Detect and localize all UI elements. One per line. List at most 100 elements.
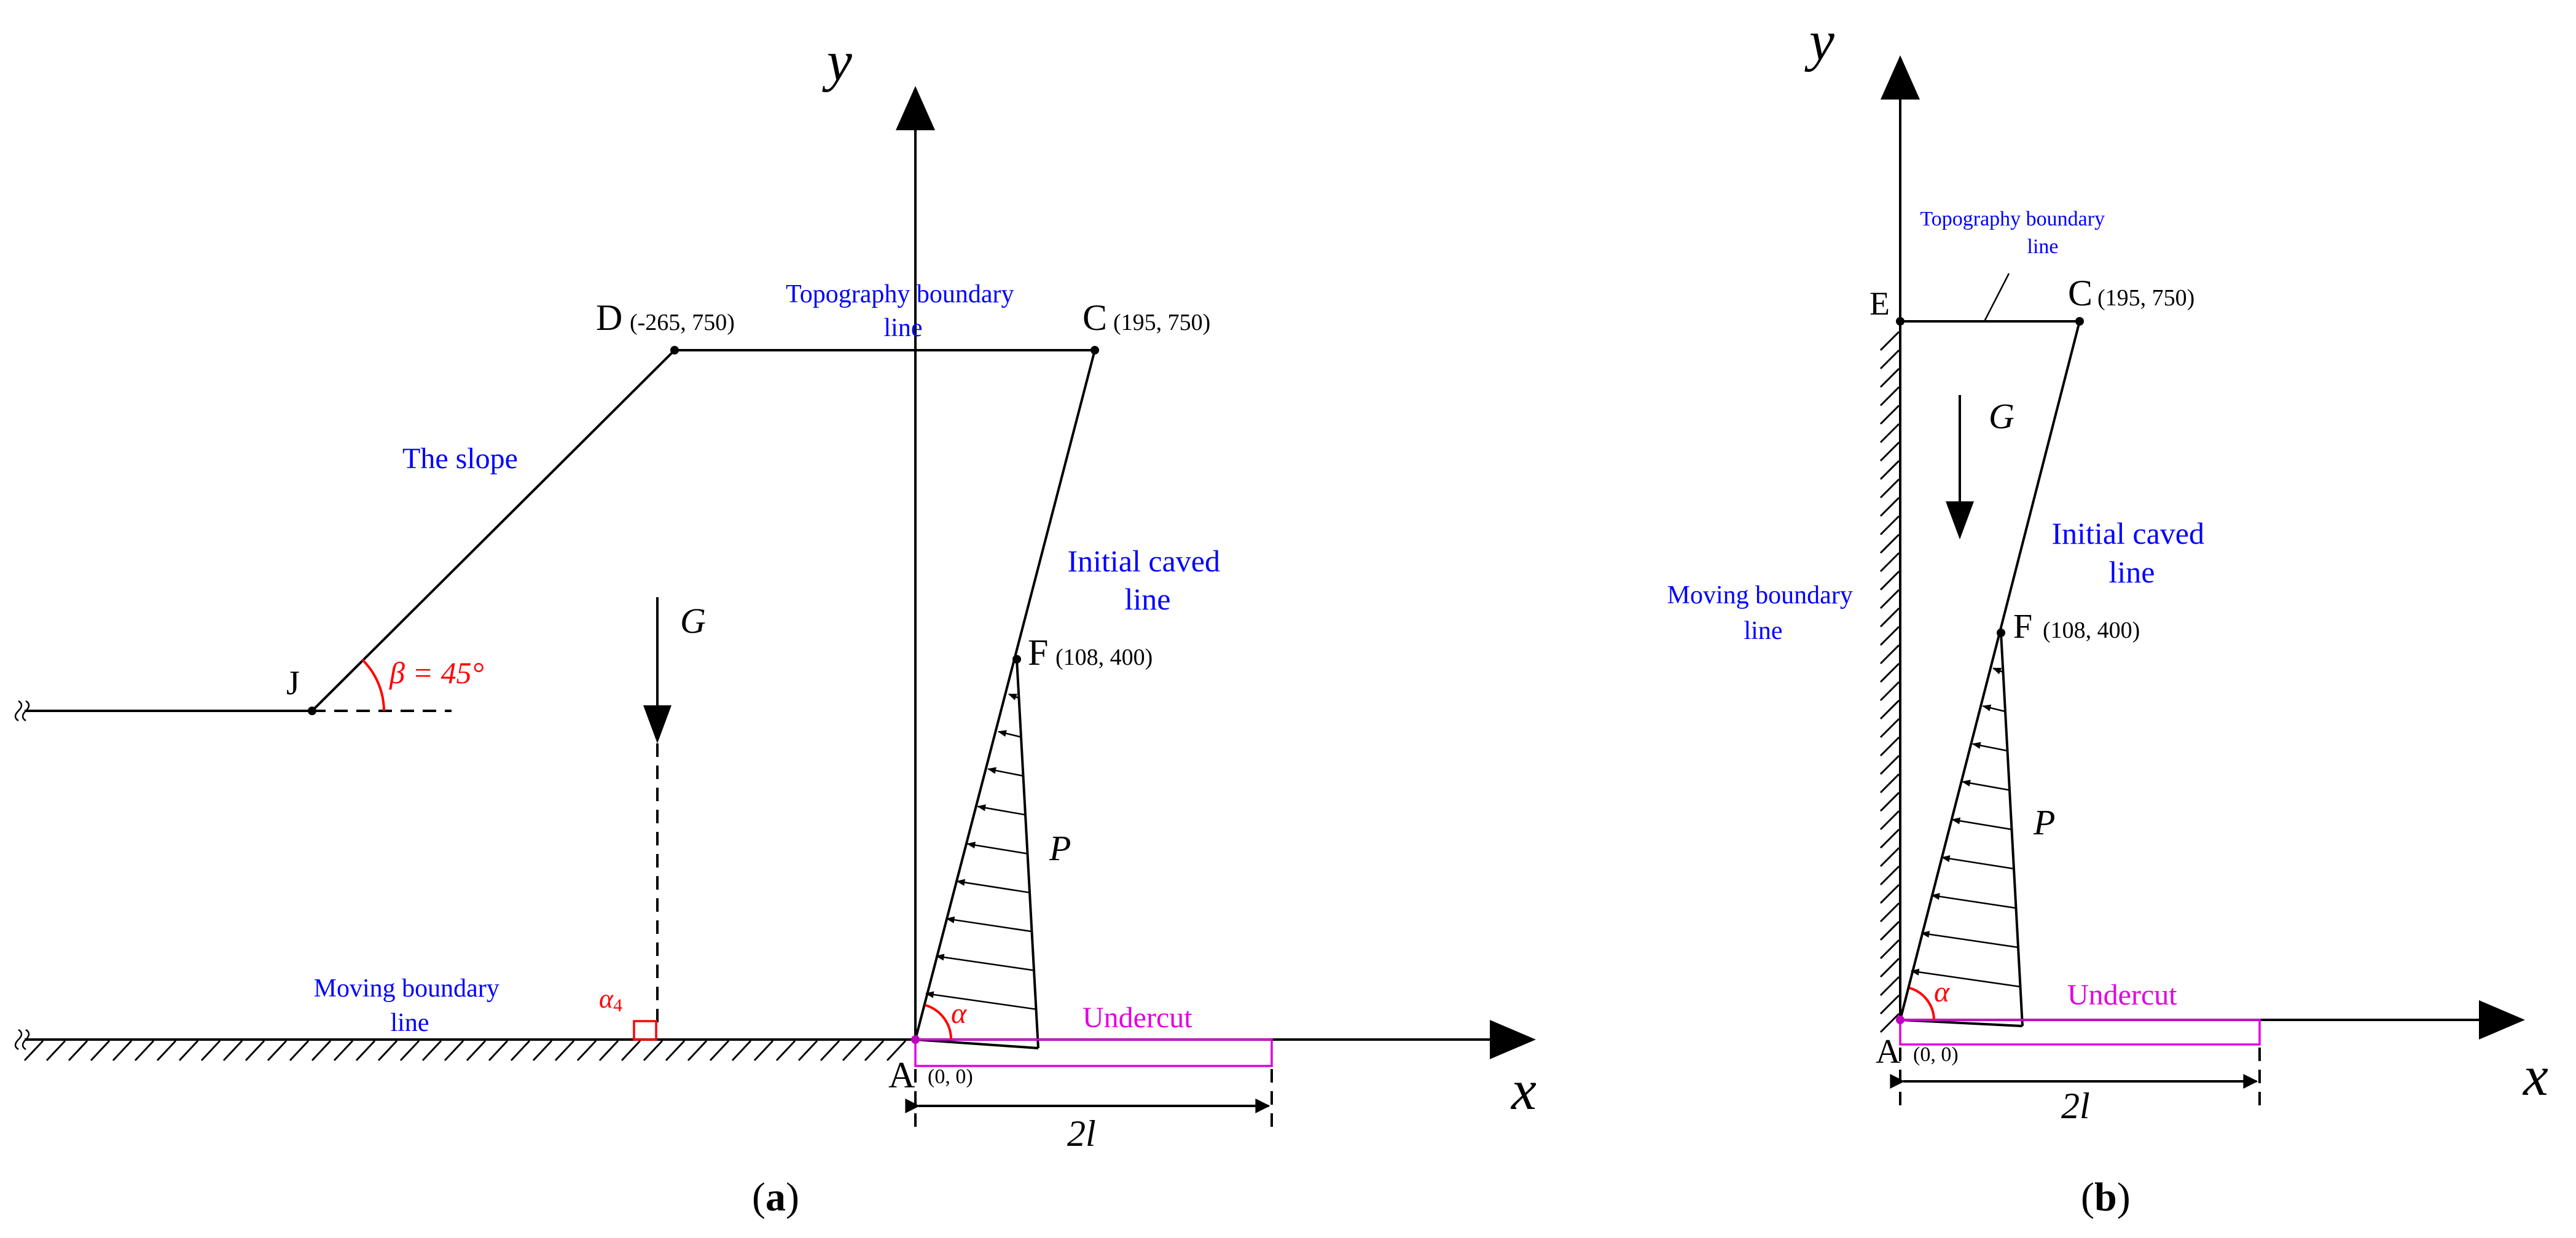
pressure-label-b: P: [2033, 802, 2055, 842]
ground-hatch-line: [311, 1040, 332, 1062]
point-d-coord: (-265, 750): [630, 310, 735, 335]
point-j-dot: [308, 707, 316, 715]
ground-hatch-line: [355, 1040, 376, 1062]
caption-a: (a): [752, 1175, 799, 1220]
point-c-dot-b: [2075, 317, 2084, 326]
ground-hatch-line: [554, 1040, 575, 1062]
pressure-distribution-a: [915, 659, 1039, 1049]
point-c-label-b: C: [2068, 273, 2093, 313]
dimension-2l-a: [905, 1069, 1273, 1130]
ground-hatch-line: [333, 1040, 354, 1062]
slope-line-a: [311, 349, 676, 712]
alpha-label-a: α: [951, 997, 967, 1030]
wall-hatch-line: [1879, 404, 1900, 425]
wall-hatch-line: [1879, 957, 1900, 978]
gravity-label-b: G: [1989, 396, 2014, 436]
point-c-coord-b: (195, 750): [2097, 285, 2194, 311]
slope-label: The slope: [402, 442, 518, 475]
moving-boundary-label-a: Moving boundary line: [314, 974, 506, 1037]
pressure-arrow: [935, 954, 1035, 971]
ground-hatch-line: [576, 1040, 597, 1062]
y-axis-a: [896, 86, 935, 1041]
pressure-arrow: [977, 804, 1026, 816]
alpha4-label: α4: [599, 984, 622, 1016]
wall-hatch-line: [1879, 496, 1900, 517]
wall-hatch-line: [1879, 1013, 1900, 1033]
alpha-label-b: α: [1934, 976, 1950, 1008]
ground-hatch-line: [68, 1040, 88, 1062]
point-f-label-b: F: [2013, 608, 2032, 646]
ground-hatch-line: [820, 1040, 840, 1062]
alpha-angle-arc-b: [1909, 987, 1935, 1021]
wall-hatch-line: [1879, 386, 1900, 407]
ground-hatch-line: [665, 1040, 686, 1062]
wall-hatch-line: [1879, 847, 1900, 868]
point-a-label-a: A: [888, 1055, 915, 1095]
wall-hatch-line: [1879, 570, 1900, 591]
initial-caved-label-a: Initial caved line: [1068, 544, 1228, 616]
ground-hatch-line: [687, 1040, 708, 1062]
moving-boundary-label-b: Moving boundary line: [1667, 581, 1860, 645]
moving-boundary-wall-b: [1879, 331, 1900, 1033]
topography-label-a: Topography boundary line: [786, 280, 1020, 342]
wall-hatch-line: [1879, 681, 1900, 702]
ground-hatch-line: [864, 1040, 885, 1062]
wall-hatch-line: [1879, 810, 1900, 831]
ground-hatch-line: [222, 1040, 243, 1062]
wall-hatch-line: [1879, 939, 1900, 960]
ground-hatch-line: [399, 1040, 420, 1062]
undercut-rect-a: [914, 1038, 1273, 1067]
pressure-arrow: [945, 916, 1032, 933]
wall-hatch-line: [1879, 331, 1900, 351]
ground-hatch-line: [709, 1040, 730, 1062]
wall-hatch-line: [1879, 902, 1900, 923]
pressure-arrow: [997, 730, 1022, 738]
ground-hatch-line: [156, 1040, 177, 1062]
point-c-coord-a: (195, 750): [1113, 310, 1210, 335]
topography-leader-b: [1983, 273, 2010, 322]
wall-hatch-line: [1879, 773, 1900, 794]
wall-hatch-line: [1879, 367, 1900, 388]
ground-hatch-line: [488, 1040, 509, 1062]
point-e-dot: [1896, 317, 1905, 326]
point-a-coord-a: (0, 0): [928, 1065, 973, 1088]
pressure-arrow: [1951, 817, 2012, 831]
ground-hatch-line: [842, 1040, 863, 1062]
pressure-arrow: [1008, 693, 1019, 700]
point-e-label: E: [1869, 285, 1890, 322]
wall-hatch-line: [1879, 589, 1900, 609]
wall-hatch-line: [1879, 607, 1900, 628]
gravity-arrow-a: [633, 597, 671, 1041]
point-a-label-b: A: [1876, 1033, 1901, 1071]
undercut-label-b: Undercut: [2067, 979, 2177, 1011]
initial-caved-line-b: [1899, 321, 2081, 1021]
ground-hatch-line: [289, 1040, 310, 1062]
wall-hatch-line: [1879, 994, 1900, 1015]
beta-label: β = 45°: [389, 656, 484, 690]
point-d-dot: [670, 346, 679, 355]
ground-hatch-line: [178, 1040, 199, 1062]
ground-hatch-line: [598, 1040, 619, 1062]
ground-hatch-line: [753, 1040, 774, 1062]
wall-hatch-line: [1879, 754, 1900, 775]
ground-hatch-line: [510, 1040, 531, 1062]
ground-hatch-line: [134, 1040, 155, 1062]
ground-hatch-line: [532, 1040, 553, 1062]
initial-caved-line-a: [914, 350, 1096, 1040]
wall-hatch-line: [1879, 644, 1900, 665]
point-f-coord-a: (108, 400): [1055, 644, 1153, 670]
point-f-coord-b: (108, 400): [2043, 617, 2140, 643]
ground-hatch-line: [267, 1040, 288, 1062]
x-axis-label-b: x: [2522, 1044, 2548, 1107]
pressure-label-a: P: [1049, 828, 1071, 868]
wall-hatch-line: [1879, 662, 1900, 683]
wall-hatch-line: [1879, 460, 1900, 480]
point-f-dot-a: [1012, 655, 1021, 664]
alpha-angle-arc-a: [925, 1004, 953, 1040]
pressure-arrow: [1992, 667, 2003, 675]
wall-hatch-line: [1879, 736, 1900, 757]
ground-hatch-line: [444, 1040, 464, 1062]
point-c-label-a: C: [1082, 297, 1107, 338]
point-j-label: J: [286, 664, 300, 702]
